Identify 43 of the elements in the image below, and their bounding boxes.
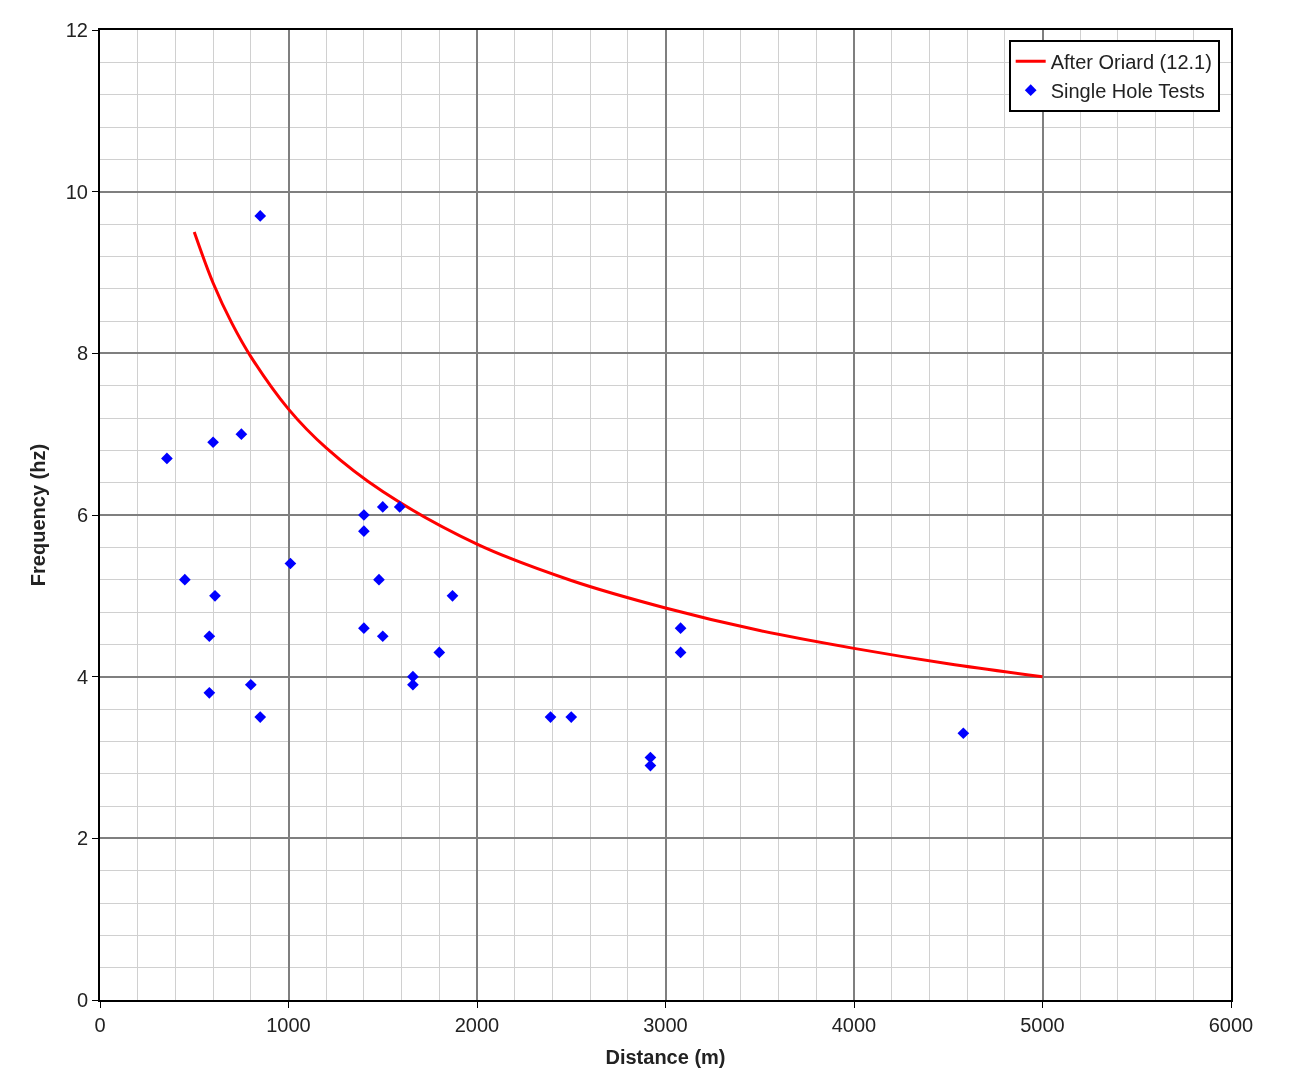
- point: [254, 711, 267, 723]
- y-tick-label: 10: [65, 180, 88, 203]
- x-tick-label: 0: [94, 1014, 106, 1036]
- point: [244, 678, 257, 691]
- point: [376, 630, 389, 643]
- point: [209, 589, 221, 602]
- y-tick-label: 8: [76, 342, 88, 365]
- point: [393, 501, 406, 513]
- x-axis-title: Distance (m): [605, 1046, 726, 1068]
- point: [203, 686, 216, 699]
- point: [957, 727, 970, 740]
- point: [544, 711, 557, 723]
- point: [178, 573, 191, 586]
- point: [207, 436, 219, 449]
- point: [358, 622, 370, 635]
- y-tick-label: 6: [76, 504, 88, 526]
- y-axis-title: Frequency (hz): [26, 443, 49, 587]
- point: [674, 646, 687, 659]
- point: [565, 711, 578, 723]
- point: [446, 589, 459, 602]
- point: [284, 557, 297, 570]
- point: [161, 452, 173, 465]
- y-tick-label: 0: [76, 989, 88, 1011]
- x-tick-label: 1000: [266, 1014, 311, 1036]
- point: [674, 622, 687, 635]
- point: [358, 525, 370, 538]
- point: [433, 646, 446, 659]
- x-tick-label: 3000: [643, 1014, 688, 1036]
- point: [376, 501, 389, 513]
- x-tick-label: 6000: [1208, 1014, 1254, 1036]
- point: [203, 630, 216, 643]
- x-tick-label: 5000: [1020, 1014, 1065, 1036]
- line-series: [192, 230, 1044, 679]
- point: [235, 428, 248, 441]
- legend-label: After Oriard (12.1): [1050, 51, 1212, 73]
- y-tick-label: 4: [76, 665, 88, 688]
- point: [373, 573, 385, 586]
- legend-label: Single Hole Tests: [1050, 80, 1205, 102]
- x-tick-label: 4000: [831, 1014, 877, 1036]
- point: [254, 210, 267, 222]
- y-tick-label: 12: [65, 19, 88, 41]
- y-tick-label: 2: [76, 827, 88, 850]
- x-tick-label: 2000: [454, 1014, 500, 1036]
